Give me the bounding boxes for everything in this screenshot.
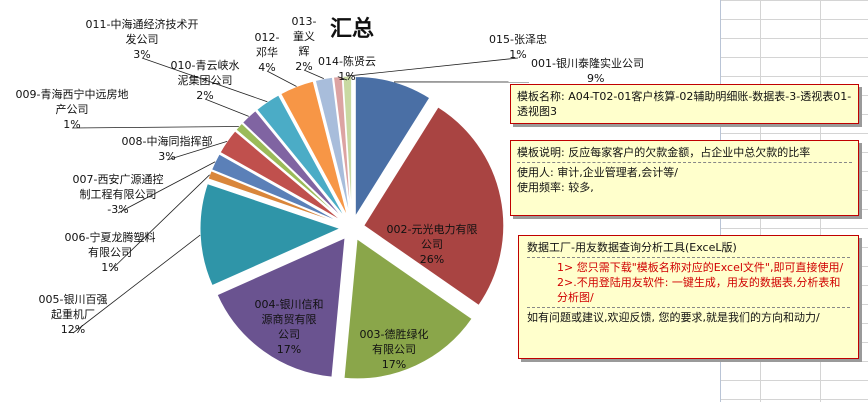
leader-line [166,140,228,161]
slice-label: 006-宁夏龙腾塑料有限公司 1% [65,230,156,274]
pie-slice[interactable] [219,130,343,222]
pie-slice[interactable] [216,236,346,378]
leader-lines [71,57,530,334]
frequency-text: 使用频率: 较多, [517,181,594,194]
note-divider [527,257,850,258]
slice-label: 013-童义辉 2% [292,15,317,73]
slice-label: 001-银川泰隆实业公司 9% [531,56,644,85]
chart-title: 汇总 [330,16,374,42]
leader-line [71,126,239,129]
leader-line [347,57,519,77]
feedback-text: 如有问题或建议,欢迎反馈, 您的要求,就是我们的方向和动力/ [527,311,820,324]
slice-label: 014-陈贤云 1% [318,54,376,83]
pie-slice[interactable] [256,94,346,219]
leader-line [117,161,216,214]
note-divider [527,307,850,308]
tip-1-text: 1> 您只需下载"模板名称对应的Excel文件",即可直接使用/ [557,261,844,274]
pie-slice[interactable] [332,75,352,217]
pie-slice[interactable] [199,183,342,287]
slice-label: 011-中海通经济技术开发公司 3% [86,17,199,61]
slice-labels: 001-银川泰隆实业公司 9% 002-元光电力有限公司 26% 003-德胜绿化有限公… [16,15,644,371]
slice-label: 010-青云峡水泥集团公司 2% [171,58,240,102]
pie-slice[interactable] [343,237,473,380]
description-text: 模板说明: 反应每家客户的欠款金额，占企业中总欠款的比率 [517,146,811,159]
slice-label: 003-德胜绿化有限公司 17% [360,327,429,371]
tip-2-text: 2>.不用登陆用友软件: 一键生成，用友的数据表,分析表和分析图/ [557,276,841,304]
leader-line [141,57,268,103]
note-divider [517,162,852,163]
slice-label: 009-青海西宁中远房地产公司 1% [16,87,129,131]
slice-label: 007-西安广源通控制工程有限公司-3% [73,172,164,216]
slice-label: 015-张泽忠 1% [489,33,547,61]
slice-label: 004-银川信和源商贸有限公司 17% [255,297,324,356]
leader-line [109,174,210,272]
leader-line [72,234,201,334]
leader-line [266,70,297,87]
leader-line [337,76,348,81]
slice-label: 008-中海同指挥部 3% [122,134,213,163]
slice-label: 005-银川百强起重机厂 12% [39,292,108,336]
template-name-text: 模板名称: A04-T02-01客户核算-02辅助明细账-数据表-3-透视表01… [517,90,852,118]
slice-label: 002-元光电力有限公司 26% [387,222,478,266]
template-name-note: 模板名称: A04-T02-01客户核算-02辅助明细账-数据表-3-透视表01… [510,84,859,124]
pie-slice[interactable] [363,106,505,307]
pie-chart[interactable]: 汇总 001-银川泰隆实业公司 9% 002-元光电力有限公司 26% 003-德胜绿化… [0,0,720,402]
tool-info-note: 数据工厂-用友数据查询分析工具(ExceL版) 1> 您只需下载"模板名称对应的… [518,235,859,359]
pie-slice[interactable] [241,110,345,220]
tool-title: 数据工厂-用友数据查询分析工具(ExceL版) [527,241,737,254]
leader-line [204,98,249,117]
slice-label: 012-邓华 4% [255,31,280,74]
pie-slice[interactable] [210,153,342,224]
users-text: 使用人: 审计,企业管理者,会计等/ [517,166,678,179]
pie-slices [199,75,505,380]
description-note: 模板说明: 反应每家客户的欠款金额，占企业中总欠款的比率 使用人: 审计,企业管… [510,140,859,216]
leader-line [303,69,324,80]
